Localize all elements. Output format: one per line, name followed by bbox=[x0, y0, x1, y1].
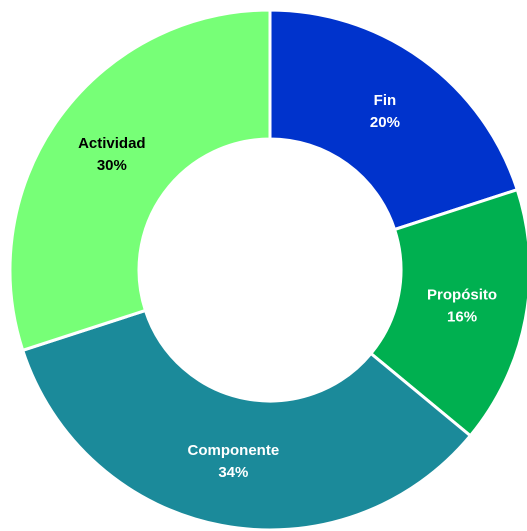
slice bbox=[268, 8, 520, 232]
value-label: 30% bbox=[97, 157, 127, 174]
slice bbox=[368, 187, 527, 438]
value-label: 34% bbox=[218, 464, 248, 481]
value-label: 20% bbox=[370, 114, 400, 131]
slice-label: Propósito bbox=[427, 287, 497, 304]
slice-label: Actividad bbox=[78, 135, 146, 152]
slice-label: Componente bbox=[188, 442, 280, 459]
slice bbox=[8, 8, 272, 353]
value-label: 16% bbox=[447, 309, 477, 326]
slice bbox=[20, 308, 473, 531]
slice-label: Fin bbox=[374, 92, 397, 109]
